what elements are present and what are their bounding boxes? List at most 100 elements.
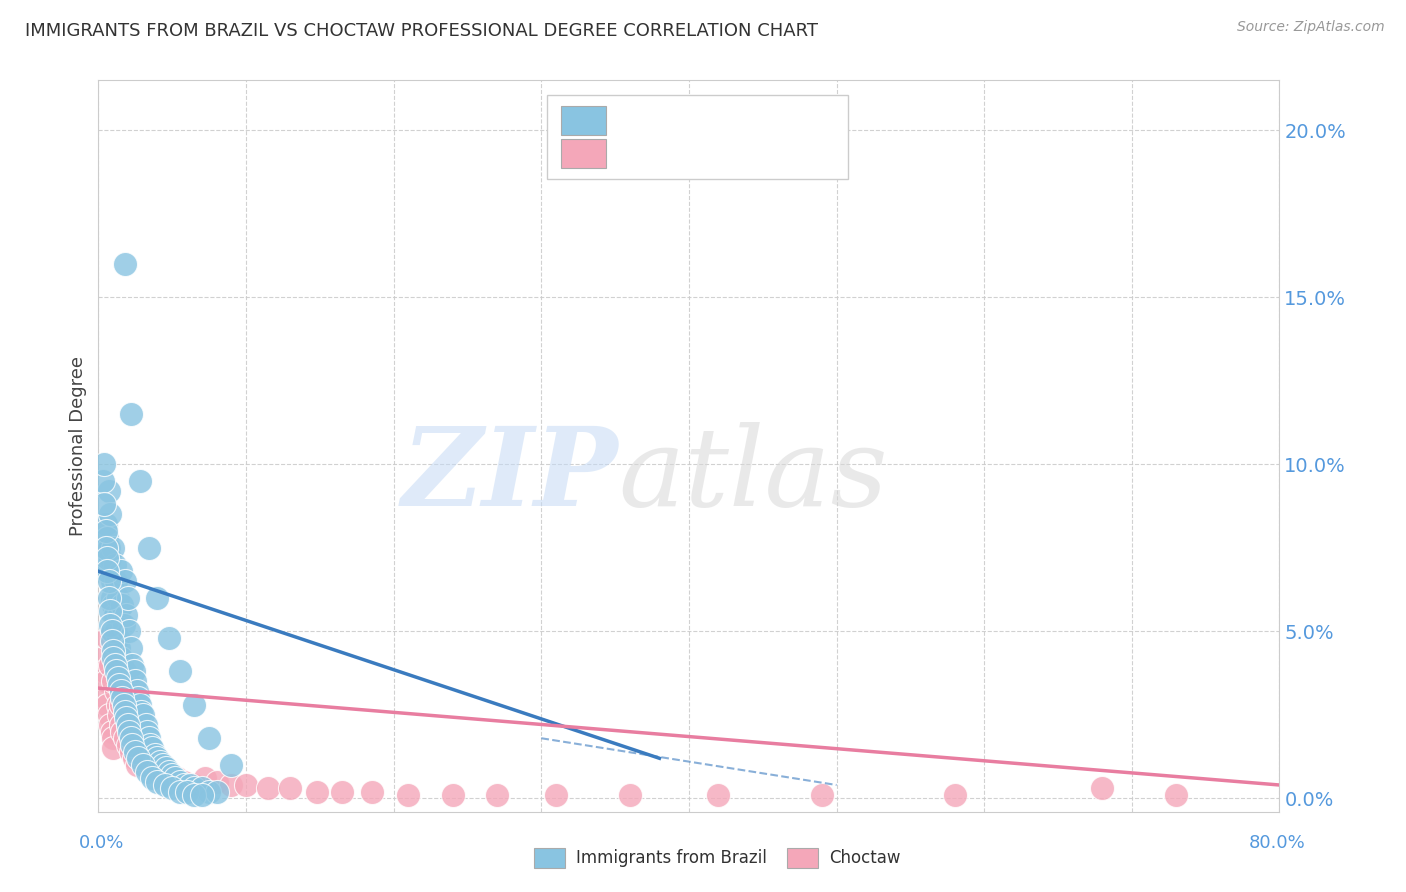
Point: [398, 788, 420, 802]
Point: [166, 772, 188, 786]
Point: [121, 657, 143, 672]
Text: 110: 110: [783, 103, 824, 123]
Point: [149, 755, 172, 769]
Point: [943, 788, 966, 802]
Point: [118, 624, 141, 639]
Point: [96, 550, 118, 565]
Point: [330, 785, 353, 799]
Point: [117, 718, 139, 732]
Point: [97, 574, 120, 589]
Point: [360, 785, 382, 799]
Point: [486, 788, 509, 802]
Point: [98, 617, 121, 632]
Point: [120, 731, 142, 746]
Point: [141, 741, 163, 756]
Point: [98, 604, 121, 618]
Point: [707, 788, 730, 802]
Point: [91, 651, 114, 665]
Point: [94, 524, 117, 538]
Point: [91, 474, 114, 488]
Point: [100, 574, 122, 589]
Point: [117, 674, 139, 689]
Point: [146, 591, 169, 605]
Point: [162, 781, 183, 796]
Point: [1091, 781, 1114, 796]
Point: [169, 665, 191, 679]
Point: [205, 774, 228, 789]
Point: [107, 698, 129, 712]
Point: [115, 607, 138, 622]
Point: [108, 707, 131, 722]
Point: [93, 665, 115, 679]
Point: [235, 778, 257, 792]
Point: [183, 778, 205, 792]
Point: [96, 558, 118, 572]
Point: [191, 781, 214, 796]
Point: [114, 665, 136, 679]
Point: [107, 631, 129, 645]
Point: [110, 718, 132, 732]
Point: [96, 698, 118, 712]
Point: [152, 764, 174, 779]
Point: [110, 684, 132, 698]
Point: [205, 785, 228, 799]
Text: 0.0%: 0.0%: [79, 834, 124, 852]
Point: [122, 665, 145, 679]
Point: [441, 788, 464, 802]
Point: [108, 678, 131, 692]
Text: atlas: atlas: [619, 422, 887, 529]
Point: [93, 458, 115, 472]
Point: [103, 731, 125, 746]
Point: [129, 705, 152, 719]
Point: [132, 707, 155, 722]
Point: [141, 758, 163, 772]
Point: [103, 644, 125, 658]
Point: [104, 657, 127, 672]
Point: [111, 724, 134, 739]
Point: [103, 651, 125, 665]
Point: [183, 698, 205, 712]
Point: [96, 564, 118, 578]
Text: N =: N =: [742, 136, 786, 155]
Y-axis label: Professional Degree: Professional Degree: [69, 356, 87, 536]
Point: [127, 691, 149, 706]
Point: [108, 607, 131, 622]
Point: [117, 718, 139, 732]
Point: [100, 724, 122, 739]
Point: [194, 772, 217, 786]
Point: [111, 691, 134, 706]
Point: [105, 684, 128, 698]
Point: [135, 718, 157, 732]
Point: [157, 631, 180, 645]
Point: [94, 674, 117, 689]
Point: [257, 781, 280, 796]
Point: [120, 745, 142, 759]
Point: [110, 651, 132, 665]
Point: [179, 778, 201, 792]
Point: [153, 778, 176, 792]
Text: Choctaw: Choctaw: [830, 849, 901, 867]
Point: [138, 731, 160, 746]
Text: ZIP: ZIP: [402, 422, 619, 529]
Point: [198, 731, 221, 746]
Point: [107, 671, 129, 685]
Point: [105, 574, 128, 589]
Point: [125, 758, 148, 772]
Point: [305, 785, 328, 799]
Point: [157, 768, 180, 782]
Point: [127, 751, 149, 765]
Point: [132, 758, 155, 772]
Point: [173, 778, 195, 792]
Point: [100, 634, 122, 648]
Text: 80.0%: 80.0%: [1249, 834, 1305, 852]
Point: [98, 550, 121, 565]
Point: [114, 731, 136, 746]
Point: [100, 591, 122, 605]
Point: [97, 707, 120, 722]
Point: [169, 774, 191, 789]
Point: [146, 774, 169, 789]
Point: [97, 591, 120, 605]
Point: [1166, 788, 1188, 802]
Text: Immigrants from Brazil: Immigrants from Brazil: [576, 849, 768, 867]
Point: [122, 751, 145, 765]
